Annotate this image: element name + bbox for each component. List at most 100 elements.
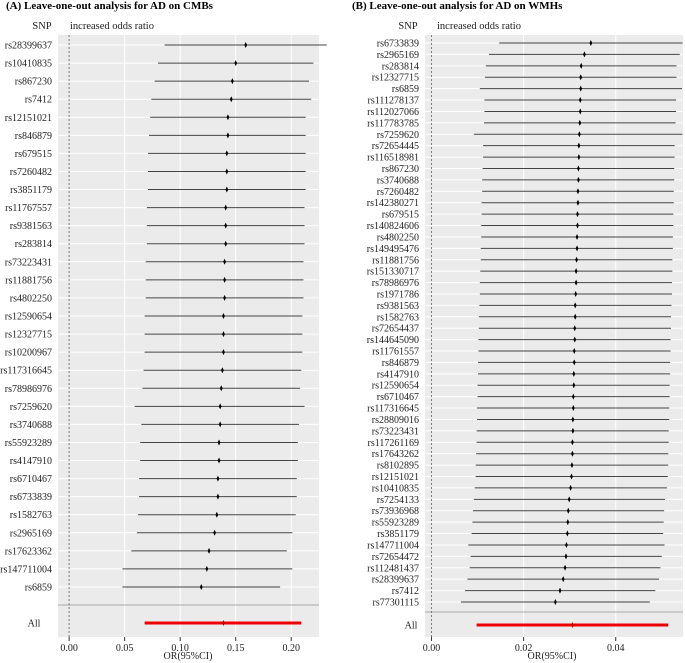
snp-label: rs7412 <box>392 586 419 597</box>
point-estimate <box>561 576 565 583</box>
snp-label: rs12151021 <box>372 472 419 483</box>
snp-label: rs7260482 <box>377 187 419 198</box>
point-estimate <box>578 119 582 126</box>
point-estimate <box>574 290 578 297</box>
snp-label: rs73936968 <box>372 506 419 517</box>
point-estimate <box>577 131 581 138</box>
snp-label: rs6733839 <box>10 492 52 503</box>
point-estimate <box>217 457 221 464</box>
snp-label: rs283814 <box>382 61 419 72</box>
snp-label: rs73223431 <box>5 257 52 268</box>
snp-label: rs55923289 <box>5 438 52 449</box>
point-estimate <box>570 462 574 469</box>
point-estimate <box>566 519 570 526</box>
snp-label: rs867230 <box>382 164 419 175</box>
snp-label: rs4802250 <box>377 232 419 243</box>
x-tick-label: 0.04 <box>607 643 625 654</box>
point-estimate <box>565 530 569 537</box>
panel-a-plot-background <box>58 35 319 637</box>
point-estimate <box>583 51 586 58</box>
point-estimate <box>577 176 580 183</box>
snp-label: rs116518981 <box>367 153 419 164</box>
x-tick-label: 0.02 <box>515 643 533 654</box>
panel-a: (A) Leave-one-out analysis for AD on CMB… <box>0 0 327 662</box>
snp-label: rs8102895 <box>377 461 419 472</box>
panel-b-title: (B) Leave-one-out analysis for AD on WMH… <box>352 0 563 12</box>
snp-label: rs7254133 <box>377 495 419 506</box>
point-estimate <box>213 529 216 536</box>
snp-label: rs12327715 <box>372 73 419 84</box>
point-estimate <box>224 204 228 211</box>
panel-b-x-axis-label: OR(95%CI) <box>528 651 577 662</box>
panel-b-estimates: rs6733839rs2965169rs283814rs12327715rs68… <box>367 39 683 609</box>
snp-label: rs77301115 <box>373 598 419 609</box>
snp-label: rs117316645 <box>0 366 52 377</box>
snp-label: rs11767557 <box>5 203 52 214</box>
overall-label: All <box>28 619 41 630</box>
panel-a-overall: All <box>28 619 302 630</box>
point-estimate <box>572 359 576 366</box>
snp-label: rs117783785 <box>367 118 419 129</box>
x-tick-label: 0.20 <box>282 643 300 654</box>
snp-label: rs867230 <box>15 77 52 88</box>
point-estimate <box>567 496 571 503</box>
point-estimate <box>579 85 583 92</box>
point-estimate <box>220 367 224 374</box>
point-estimate <box>218 403 222 410</box>
point-estimate <box>207 547 211 554</box>
point-estimate <box>224 240 228 247</box>
point-estimate <box>575 245 579 252</box>
point-estimate <box>225 168 229 175</box>
point-estimate <box>575 256 578 263</box>
snp-label: rs1582763 <box>10 510 52 521</box>
point-estimate <box>577 142 581 149</box>
snp-label: rs28399637 <box>372 575 419 586</box>
panel-b: (B) Leave-one-out analysis for AD on WMH… <box>352 0 683 662</box>
snp-label: rs117261169 <box>368 438 419 449</box>
snp-label: rs846879 <box>382 358 419 369</box>
snp-label: rs147711004 <box>0 564 52 575</box>
snp-label: rs144645090 <box>367 335 419 346</box>
snp-label: rs11761557 <box>372 347 419 358</box>
point-estimate <box>573 302 577 309</box>
snp-label: rs72654445 <box>372 141 419 152</box>
snp-label: rs7259620 <box>377 130 419 141</box>
panel-a-x-axis-label: OR(95%CI) <box>164 651 213 662</box>
x-tick-label: 0.10 <box>171 643 189 654</box>
point-estimate <box>226 114 230 121</box>
snp-label: rs72654437 <box>372 324 419 335</box>
point-estimate <box>558 587 562 594</box>
snp-label: rs6859 <box>392 84 419 95</box>
panel-b-x-axis: 0.00 0.02 0.04 <box>423 637 625 654</box>
snp-label: rs7412 <box>25 95 52 106</box>
point-estimate <box>571 393 575 400</box>
point-estimate <box>244 42 248 48</box>
snp-label: rs10200967 <box>5 348 52 359</box>
panel-a-effect-header: increased odds ratio <box>70 21 154 32</box>
point-estimate <box>572 382 576 389</box>
point-estimate <box>576 199 580 206</box>
snp-label: rs17643262 <box>372 449 419 460</box>
point-estimate <box>565 541 568 548</box>
point-estimate <box>576 188 580 195</box>
point-estimate <box>576 222 579 229</box>
snp-label: rs117316645 <box>367 404 419 415</box>
snp-label: rs9381563 <box>10 221 52 232</box>
snp-label: rs11881756 <box>5 275 52 286</box>
point-estimate <box>573 325 577 332</box>
x-tick-label: 0.00 <box>423 643 441 654</box>
snp-label: rs1971786 <box>377 289 419 300</box>
point-estimate <box>574 279 578 286</box>
point-estimate <box>218 421 222 428</box>
snp-label: rs78986976 <box>5 384 52 395</box>
point-estimate <box>223 258 226 265</box>
snp-label: rs17623362 <box>5 546 52 557</box>
snp-label: rs3851179 <box>10 185 52 196</box>
point-estimate <box>576 211 579 218</box>
snp-label: rs147711004 <box>367 540 419 551</box>
snp-label: rs6733839 <box>377 39 419 50</box>
point-estimate <box>225 186 229 193</box>
snp-label: rs111278137 <box>368 96 419 107</box>
point-estimate <box>216 493 220 500</box>
point-estimate <box>569 484 572 491</box>
